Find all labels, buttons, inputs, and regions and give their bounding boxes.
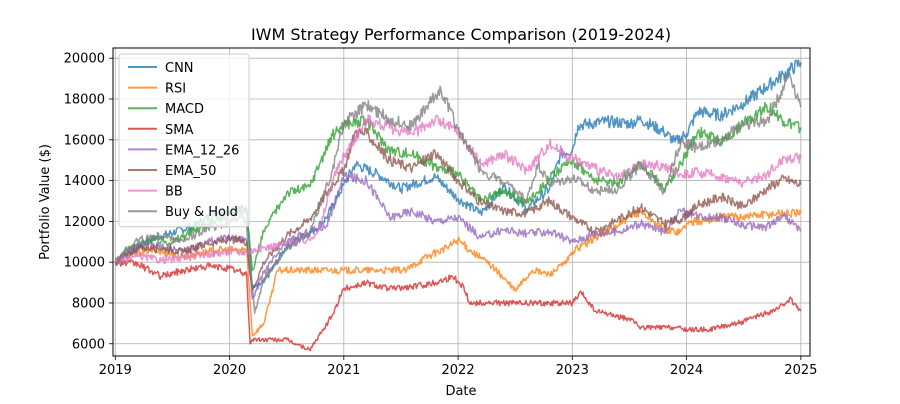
legend-label: RSI — [165, 82, 186, 97]
y-axis-ticks: 6000 8000 10000 12000 14000 16000 18000 20000 — [64, 52, 113, 352]
series-line-ema-50 — [114, 126, 802, 292]
x-tick-label: 2019 — [99, 363, 132, 378]
y-tick-label: 6000 — [72, 337, 105, 352]
legend-label: BB — [165, 185, 183, 200]
legend-label: EMA_12_26 — [165, 143, 239, 158]
legend-label: EMA_50 — [165, 164, 216, 179]
legend-label: CNN — [165, 61, 194, 76]
legend-label: SMA — [165, 123, 193, 138]
x-tick-label: 2020 — [213, 363, 246, 378]
legend-label: Buy & Hold — [165, 205, 238, 220]
x-axis-label: Date — [445, 384, 476, 399]
y-tick-label: 18000 — [64, 92, 105, 107]
x-axis-ticks: 2019 2020 2021 2022 2023 2024 2025 — [99, 356, 817, 378]
chart-title: IWM Strategy Performance Comparison (201… — [251, 25, 671, 44]
y-axis-label: Portfolio Value ($) — [38, 144, 53, 260]
legend-box — [118, 53, 250, 228]
y-tick-label: 14000 — [64, 174, 105, 189]
series-line-sma — [114, 259, 802, 352]
x-tick-label: 2024 — [670, 363, 703, 378]
x-tick-label: 2022 — [442, 363, 475, 378]
y-tick-label: 12000 — [64, 215, 105, 230]
legend-label: MACD — [165, 102, 204, 117]
legend: CNN RSI MACD SMA EMA_12_26 EMA_50 BB Buy & Hold — [118, 53, 250, 228]
series-line-bb — [114, 114, 802, 265]
y-tick-label: 8000 — [72, 296, 105, 311]
y-tick-label: 16000 — [64, 133, 105, 148]
y-tick-label: 20000 — [64, 52, 105, 67]
x-tick-label: 2021 — [327, 363, 360, 378]
y-tick-label: 10000 — [64, 256, 105, 271]
series-lines — [114, 59, 802, 352]
plot-frame — [112, 47, 811, 357]
x-tick-label: 2025 — [784, 363, 817, 378]
x-tick-label: 2023 — [556, 363, 589, 378]
